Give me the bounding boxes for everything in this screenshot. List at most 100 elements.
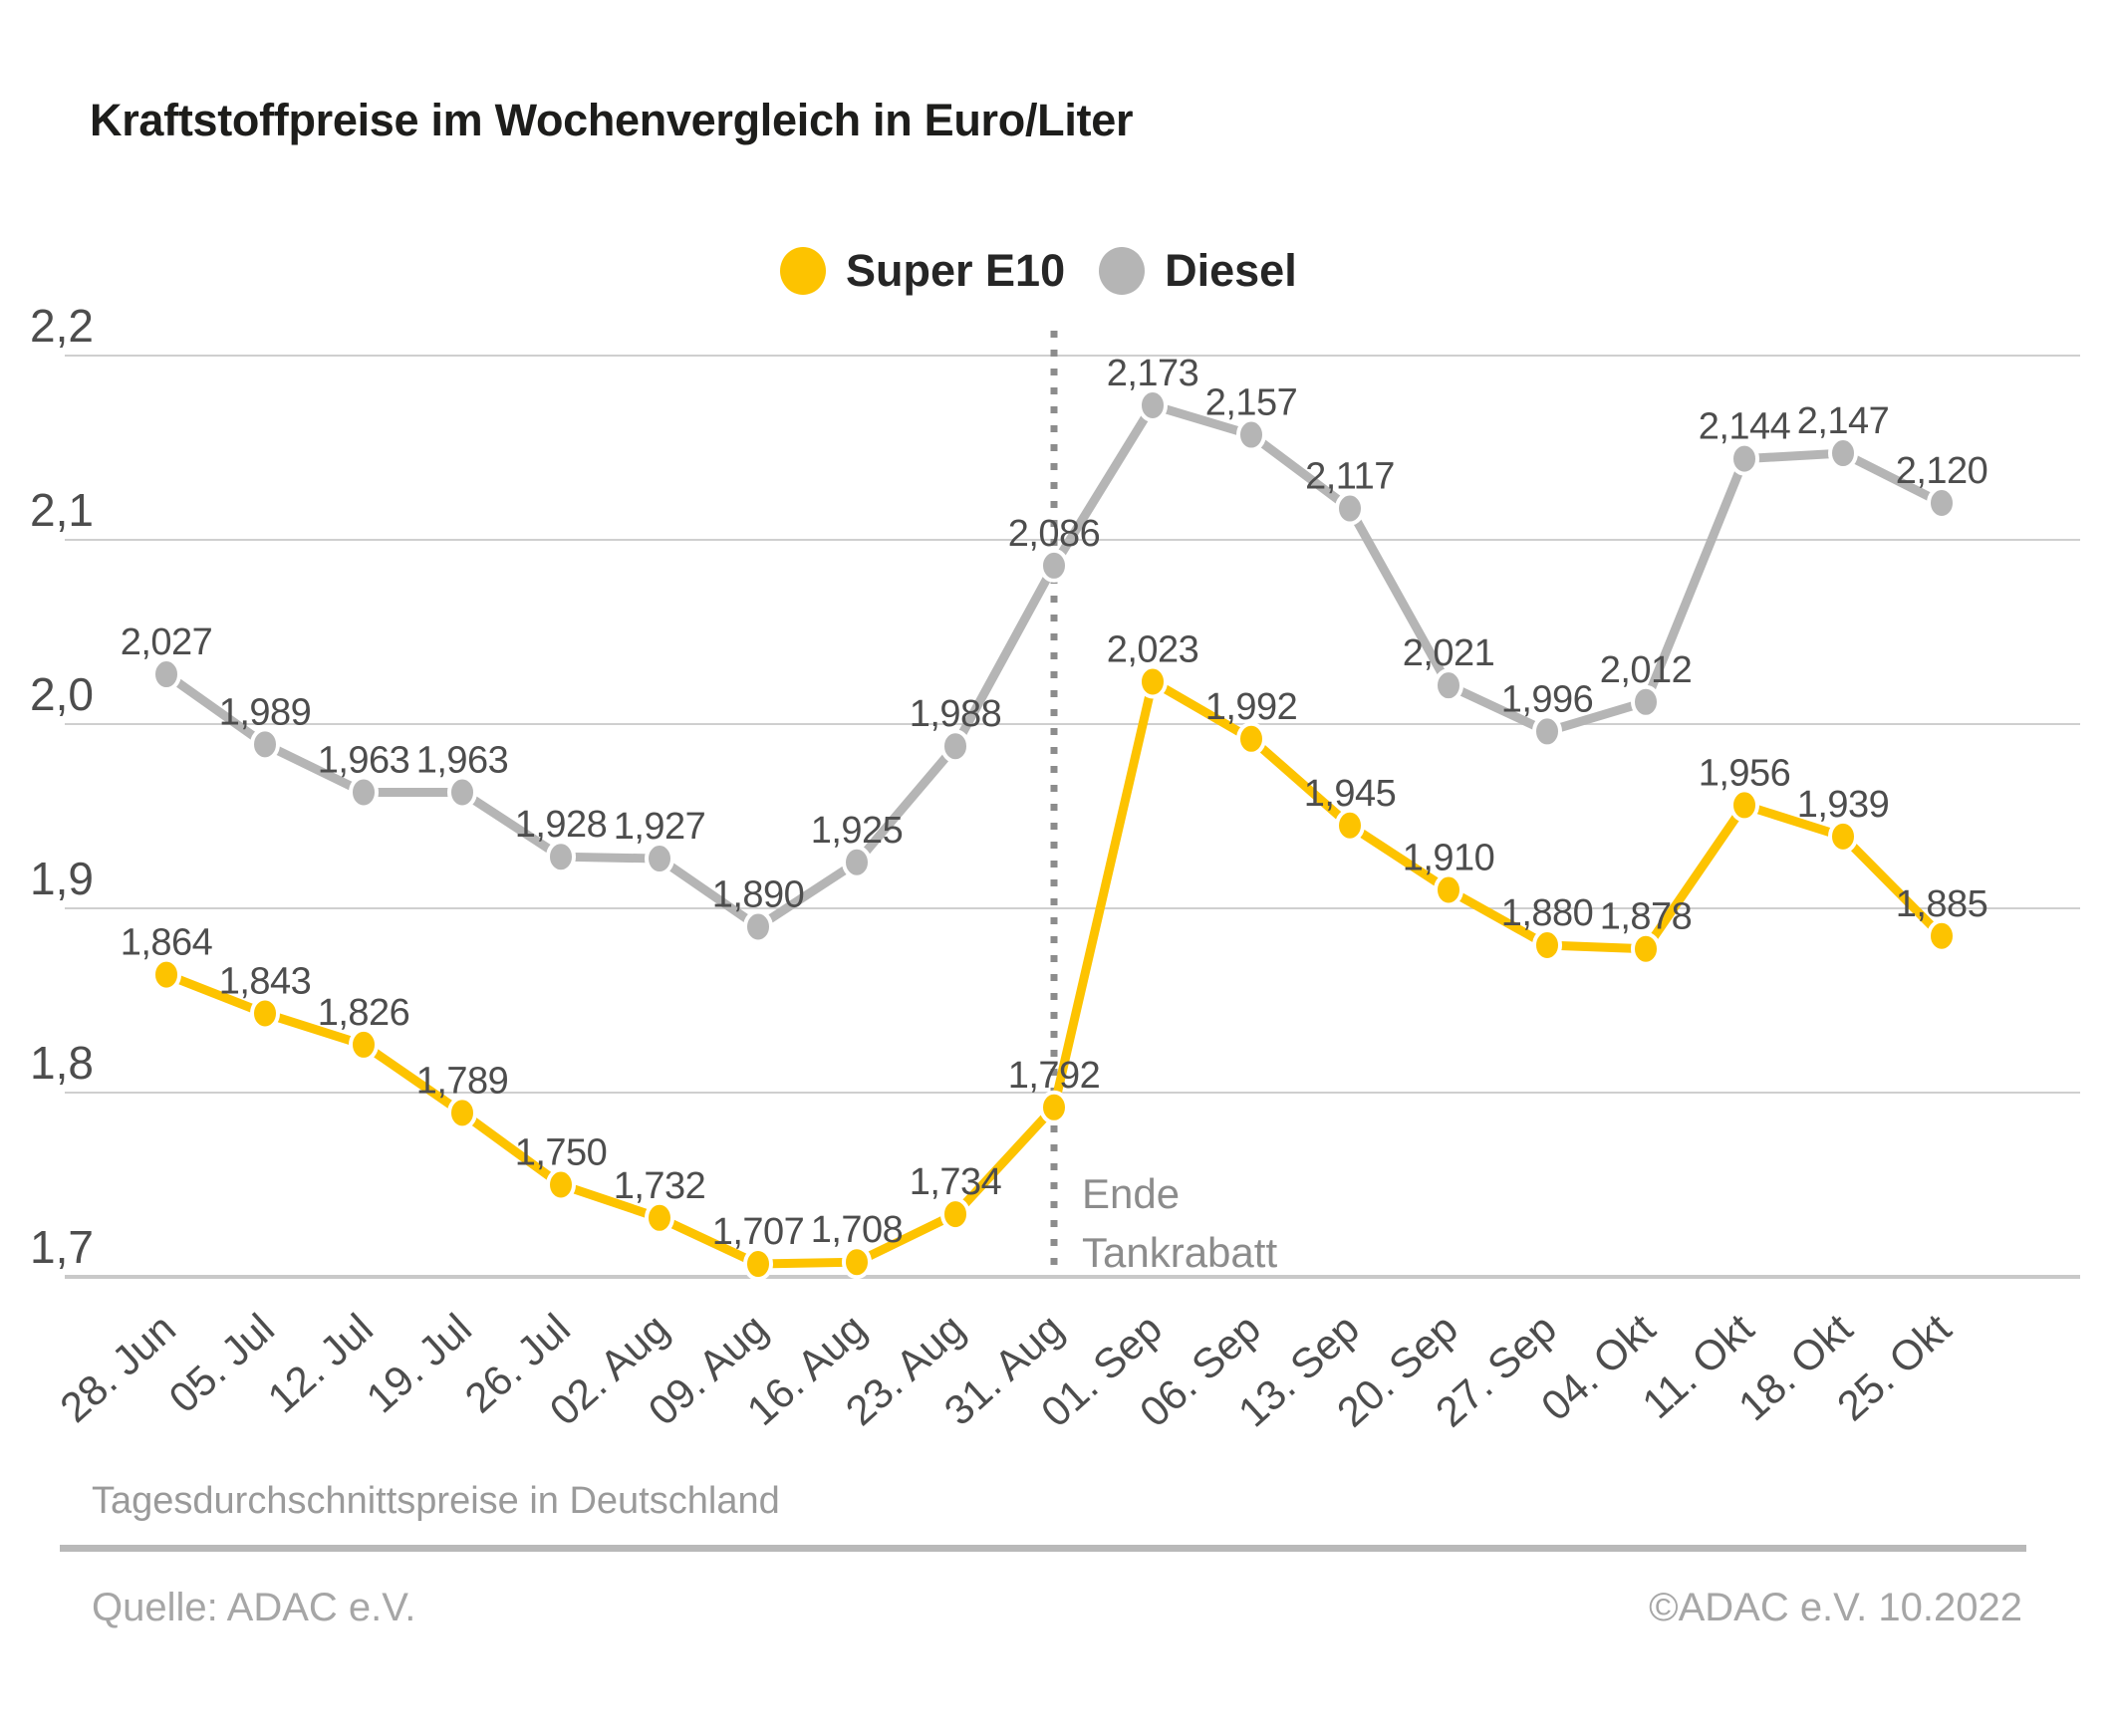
super-e10-point bbox=[743, 1247, 773, 1282]
super-e10-point bbox=[645, 1200, 674, 1235]
super-e10-point bbox=[1828, 819, 1858, 854]
x-axis-label: 05. Jul bbox=[160, 1305, 283, 1422]
y-axis-label: 2,1 bbox=[30, 484, 94, 536]
diesel-value-label: 2,021 bbox=[1403, 632, 1495, 674]
super-e10-point bbox=[940, 1197, 970, 1232]
x-axis-label: 25. Okt bbox=[1828, 1305, 1960, 1430]
diesel-point bbox=[842, 845, 872, 879]
super-e10-value-label: 1,880 bbox=[1501, 892, 1594, 934]
copyright-text: ©ADAC e.V. 10.2022 bbox=[1649, 1586, 2022, 1629]
y-axis-label: 1,8 bbox=[30, 1037, 94, 1089]
diesel-point bbox=[1729, 441, 1759, 476]
super-e10-value-label: 1,826 bbox=[318, 992, 410, 1034]
y-axis-label: 2,0 bbox=[30, 668, 94, 720]
diesel-point bbox=[1138, 387, 1168, 422]
super-e10-point bbox=[842, 1245, 872, 1280]
diesel-value-label: 1,890 bbox=[712, 874, 805, 916]
footer-divider bbox=[60, 1545, 2026, 1552]
x-axis-label: 28. Jun bbox=[51, 1305, 184, 1431]
diesel-point bbox=[1828, 436, 1858, 471]
diesel-point bbox=[349, 775, 379, 810]
diesel-value-label: 2,157 bbox=[1205, 382, 1298, 424]
source-text: Quelle: ADAC e.V. bbox=[92, 1586, 416, 1629]
super-e10-point bbox=[1434, 872, 1463, 907]
super-e10-value-label: 1,878 bbox=[1600, 896, 1693, 938]
y-axis-label: 2,2 bbox=[30, 300, 94, 352]
super-e10-value-label: 1,945 bbox=[1304, 773, 1397, 815]
diesel-point bbox=[1335, 491, 1365, 526]
diesel-point bbox=[151, 657, 181, 692]
super-e10-value-label: 1,956 bbox=[1699, 752, 1791, 794]
super-e10-point bbox=[1532, 928, 1562, 962]
super-e10-point bbox=[250, 996, 280, 1031]
diesel-point bbox=[1631, 684, 1661, 719]
super-e10-point bbox=[1729, 788, 1759, 823]
diesel-point bbox=[1434, 668, 1463, 703]
legend-label-super-e10: Super E10 bbox=[846, 245, 1066, 296]
super-e10-value-label: 1,885 bbox=[1896, 883, 1988, 925]
super-e10-point bbox=[1236, 721, 1266, 756]
page-title: Kraftstoffpreise im Wochenvergleich in E… bbox=[90, 95, 1134, 145]
super-e10-value-label: 1,992 bbox=[1205, 686, 1298, 728]
super-e10-value-label: 1,734 bbox=[910, 1161, 1002, 1203]
diesel-point bbox=[645, 842, 674, 876]
diesel-value-label: 1,925 bbox=[811, 810, 904, 852]
super-e10-value-label: 1,707 bbox=[712, 1211, 805, 1253]
super-e10-value-label: 2,023 bbox=[1107, 628, 1199, 670]
diesel-value-label: 1,927 bbox=[614, 806, 706, 848]
super-e10-value-label: 1,732 bbox=[614, 1165, 706, 1207]
diesel-point bbox=[1039, 548, 1069, 583]
diesel-point bbox=[1532, 714, 1562, 749]
super-e10-point bbox=[349, 1027, 379, 1062]
diesel-value-label: 2,117 bbox=[1305, 456, 1395, 498]
super-e10-value-label: 1,843 bbox=[219, 960, 312, 1002]
diesel-value-label: 1,963 bbox=[416, 739, 509, 781]
super-e10-point bbox=[1138, 664, 1168, 699]
diesel-point bbox=[447, 775, 477, 810]
diesel-value-label: 2,147 bbox=[1797, 400, 1890, 442]
super-e10-point bbox=[1039, 1090, 1069, 1124]
diesel-value-label: 1,996 bbox=[1501, 678, 1594, 720]
super-e10-point bbox=[546, 1167, 576, 1202]
x-axis-label: 04. Okt bbox=[1532, 1305, 1664, 1430]
super-e10-point bbox=[1631, 931, 1661, 966]
diesel-value-label: 2,144 bbox=[1699, 406, 1791, 448]
y-axis-label: 1,7 bbox=[30, 1221, 94, 1273]
diesel-value-label: 1,988 bbox=[910, 693, 1002, 735]
super-e10-value-label: 1,792 bbox=[1008, 1055, 1101, 1097]
diesel-value-label: 2,012 bbox=[1600, 649, 1693, 691]
tankrabatt-annotation-line1: Ende bbox=[1082, 1170, 1180, 1217]
super-e10-value-label: 1,910 bbox=[1403, 838, 1495, 879]
tankrabatt-annotation-line2: Tankrabatt bbox=[1082, 1229, 1277, 1276]
diesel-value-label: 1,989 bbox=[219, 691, 312, 733]
diesel-value-label: 1,963 bbox=[318, 739, 410, 781]
x-axis-label: 12. Jul bbox=[259, 1305, 382, 1422]
diesel-value-label: 2,086 bbox=[1008, 513, 1101, 555]
footnote: Tagesdurchschnittspreise in Deutschland bbox=[92, 1480, 780, 1522]
super-e10-value-label: 1,750 bbox=[515, 1132, 608, 1174]
diesel-point bbox=[546, 840, 576, 874]
diesel-value-label: 1,928 bbox=[515, 804, 608, 846]
diesel-value-label: 2,027 bbox=[121, 621, 213, 663]
diesel-point bbox=[250, 727, 280, 762]
legend-marker-super-e10-icon bbox=[780, 247, 826, 295]
super-e10-value-label: 1,789 bbox=[416, 1060, 509, 1102]
diesel-point bbox=[1236, 417, 1266, 452]
legend-marker-diesel-icon bbox=[1099, 247, 1146, 295]
y-axis-label: 1,9 bbox=[30, 853, 94, 904]
diesel-value-label: 2,120 bbox=[1896, 450, 1988, 492]
legend: Super E10 Diesel bbox=[780, 245, 1297, 297]
diesel-point bbox=[743, 909, 773, 944]
diesel-point bbox=[1927, 486, 1957, 520]
super-e10-point bbox=[447, 1096, 477, 1130]
legend-label-diesel: Diesel bbox=[1165, 245, 1297, 296]
diesel-value-label: 2,173 bbox=[1107, 353, 1199, 394]
super-e10-value-label: 1,864 bbox=[121, 922, 213, 964]
x-axis-label: 19. Jul bbox=[358, 1305, 480, 1422]
super-e10-point bbox=[1927, 918, 1957, 953]
super-e10-value-label: 1,939 bbox=[1797, 784, 1890, 826]
super-e10-point bbox=[1335, 808, 1365, 843]
super-e10-point bbox=[151, 957, 181, 992]
